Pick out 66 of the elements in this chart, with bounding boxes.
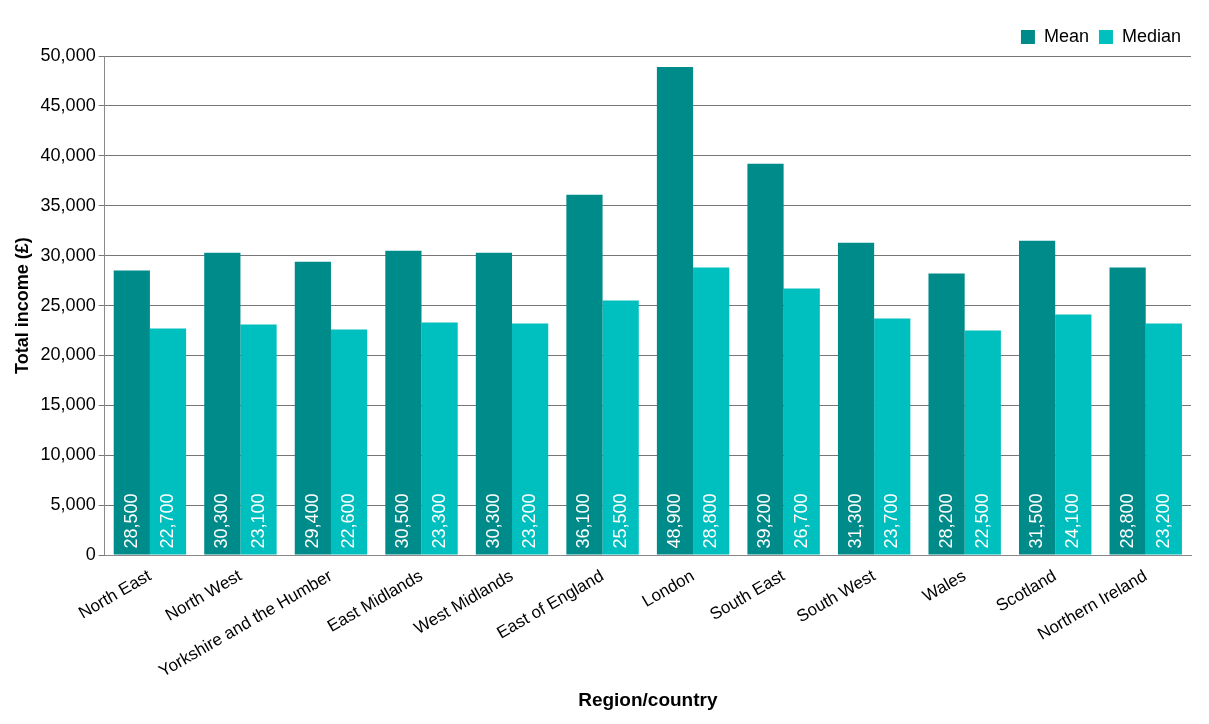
y-tick-label: 30,000 — [40, 244, 96, 265]
bar — [330, 329, 368, 555]
data-label: 23,200 — [519, 493, 540, 549]
data-label: 24,100 — [1062, 493, 1083, 549]
y-tick-label: 15,000 — [40, 394, 96, 415]
bar — [1145, 323, 1182, 555]
data-label: 30,300 — [482, 493, 503, 549]
y-tick-label: 40,000 — [40, 144, 96, 165]
bar — [1055, 314, 1092, 555]
bar — [656, 66, 694, 555]
bar — [421, 322, 458, 555]
data-label: 23,200 — [1152, 493, 1173, 549]
data-label: 22,500 — [971, 493, 992, 549]
bar — [113, 270, 150, 555]
bar — [566, 194, 603, 555]
y-tick-label: 5,000 — [50, 494, 96, 515]
data-label: 29,400 — [301, 493, 322, 549]
data-label: 22,600 — [338, 493, 359, 549]
bar — [149, 328, 187, 555]
bar — [204, 252, 241, 555]
y-tick-label: 10,000 — [40, 444, 96, 465]
data-label: 30,500 — [392, 493, 413, 549]
data-label: 48,900 — [663, 493, 684, 549]
data-label: 25,500 — [609, 493, 630, 549]
x-tick-label: South West — [793, 565, 879, 627]
bar — [693, 267, 730, 555]
x-axis-title: Region/country — [578, 688, 718, 710]
bar — [294, 261, 331, 555]
bar — [385, 250, 422, 555]
bar — [1019, 240, 1056, 555]
data-label: 28,800 — [1116, 493, 1137, 549]
data-label: 23,100 — [247, 493, 268, 549]
data-label: 23,300 — [428, 493, 449, 549]
data-label: 28,500 — [120, 493, 141, 549]
data-label: 26,700 — [790, 493, 811, 549]
bar — [964, 330, 1001, 555]
x-tick-label: South East — [706, 565, 789, 624]
data-label: 31,300 — [845, 493, 866, 549]
data-label: 30,300 — [211, 493, 232, 549]
legend-label: Mean — [1043, 25, 1089, 46]
bar — [512, 323, 549, 555]
bar — [1109, 267, 1146, 555]
y-tick-label: 20,000 — [40, 344, 96, 365]
y-tick-label: 50,000 — [40, 44, 96, 65]
data-label: 31,500 — [1026, 493, 1047, 549]
data-label: 28,800 — [700, 493, 721, 549]
x-tick-label: North East — [75, 565, 155, 623]
bar — [837, 242, 875, 555]
bar — [240, 324, 277, 555]
bar — [783, 288, 820, 555]
y-tick-label: 35,000 — [40, 194, 96, 215]
y-tick-label: 45,000 — [40, 94, 96, 115]
data-label: 28,200 — [935, 493, 956, 549]
bar — [928, 273, 965, 555]
data-label: 39,200 — [754, 493, 775, 549]
y-tick-label: 25,000 — [40, 294, 96, 315]
data-label: 22,700 — [156, 493, 177, 549]
y-tick-label: 0 — [85, 544, 96, 565]
bar — [874, 318, 911, 555]
data-label: 23,700 — [881, 493, 902, 549]
data-label: 36,100 — [573, 493, 594, 549]
legend-label: Median — [1121, 25, 1182, 46]
bar — [747, 163, 784, 555]
y-axis-title: Total income (£) — [11, 237, 32, 374]
bar — [475, 252, 513, 555]
bar — [602, 300, 639, 555]
